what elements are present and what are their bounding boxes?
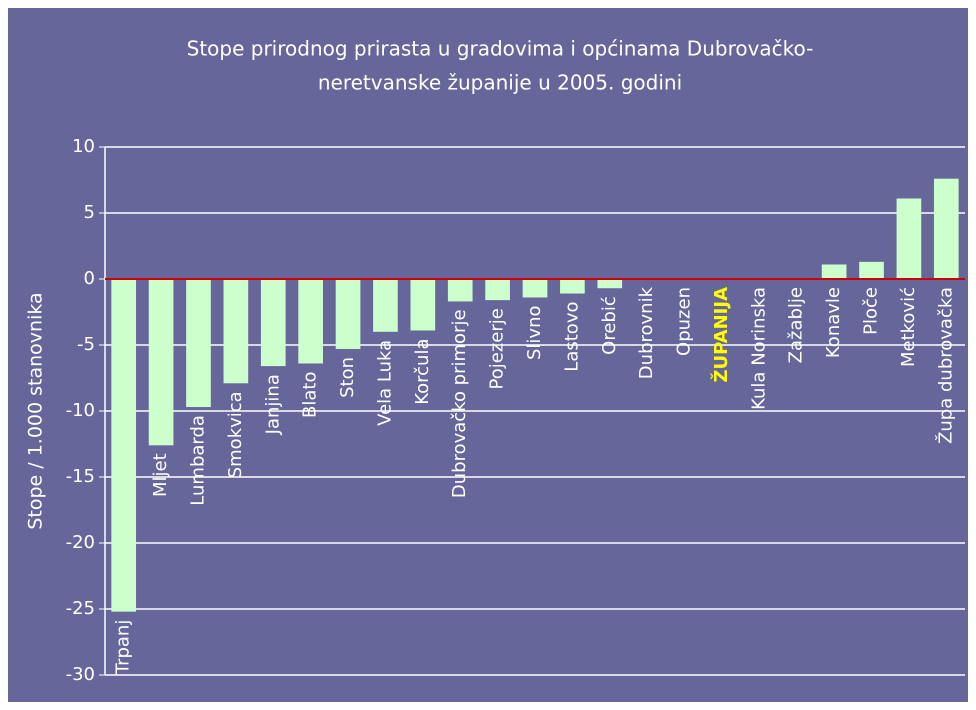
bar — [522, 279, 548, 298]
x-tick-label: Slivno — [524, 305, 545, 360]
bar — [597, 279, 623, 289]
bar — [896, 198, 922, 279]
y-tick-label: -15 — [66, 466, 95, 487]
bar — [933, 178, 959, 279]
x-tick-label: Kula Norinska — [748, 287, 769, 410]
bar — [485, 279, 510, 301]
x-tick-label: Korčula — [412, 338, 433, 404]
y-tick-label: 5 — [84, 202, 95, 223]
y-tick-label: -25 — [66, 598, 95, 619]
bar — [223, 279, 249, 384]
bar — [148, 279, 174, 446]
y-tick-label: -10 — [66, 400, 95, 421]
bar — [821, 264, 847, 279]
x-tick-label: Ston — [337, 357, 358, 398]
x-tick-label: Ploče — [861, 287, 882, 335]
x-tick-label: Metković — [898, 287, 919, 367]
x-tick-label: Dubrovačko primorje — [449, 309, 470, 498]
x-tick-label: Blato — [300, 371, 321, 417]
x-tick-label: Trpanj — [113, 620, 134, 676]
y-axis-label: Stope / 1.000 stanovnika — [25, 292, 47, 529]
bar — [410, 279, 436, 331]
x-tick-label: Janjina — [262, 374, 283, 435]
x-tick-label: Lumbarda — [187, 415, 208, 506]
bar — [111, 279, 137, 612]
bar — [560, 279, 585, 294]
bar — [335, 279, 361, 349]
chart-title: neretvanske županije u 2005. godini — [318, 71, 682, 95]
x-tick-label: Dubrovnik — [636, 286, 657, 379]
x-tick-label: Konavle — [823, 287, 844, 358]
y-tick-label: -5 — [77, 334, 95, 355]
y-tick-label: -20 — [66, 532, 95, 553]
x-tick-label: Vela Luka — [374, 340, 395, 426]
x-tick-label: Zažablje — [786, 287, 807, 363]
x-tick-label: Mljet — [150, 453, 171, 497]
bar — [859, 261, 884, 279]
bar — [298, 279, 323, 364]
x-tick-label: Pojezerje — [487, 308, 508, 389]
bar — [186, 279, 211, 408]
x-tick-label: Orebić — [599, 296, 620, 355]
x-tick-label: Lastovo — [561, 302, 582, 372]
chart-title: Stope prirodnog prirasta u gradovima i o… — [187, 37, 814, 61]
bar — [373, 279, 398, 332]
x-tick-label: Opuzen — [674, 287, 695, 356]
bar — [447, 279, 473, 302]
y-tick-label: -30 — [66, 664, 95, 685]
y-tick-label: 0 — [84, 268, 95, 289]
y-tick-label: 10 — [72, 136, 95, 157]
x-tick-label: Župa dubrovačka — [934, 287, 956, 444]
bar — [260, 279, 286, 367]
x-tick-label: Smokvica — [225, 391, 246, 478]
x-tick-label: ŽUPANIJA — [710, 287, 732, 383]
